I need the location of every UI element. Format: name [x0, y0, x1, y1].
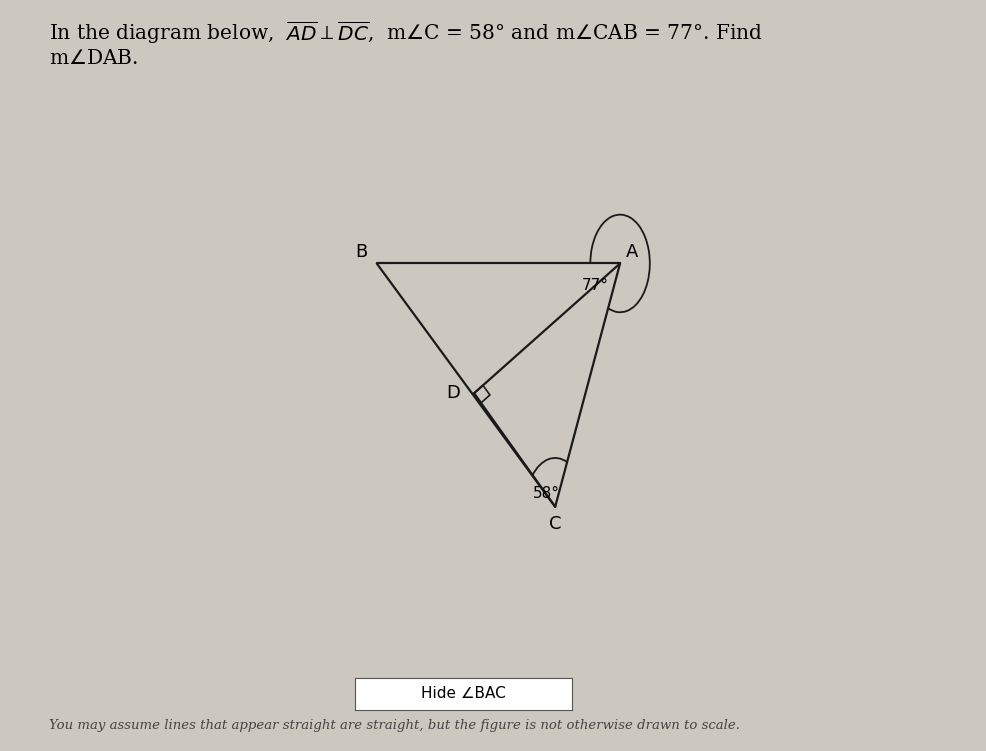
Text: 58°: 58° [532, 486, 559, 501]
Text: 77°: 77° [583, 278, 609, 293]
Text: B: B [356, 243, 368, 261]
Text: A: A [626, 243, 638, 261]
Text: In the diagram below,  $\overline{AD} \perp \overline{DC}$,  m$\angle$C = 58° an: In the diagram below, $\overline{AD} \pe… [49, 19, 763, 46]
Text: m$\angle$DAB.: m$\angle$DAB. [49, 49, 138, 68]
Text: C: C [549, 515, 561, 533]
Text: D: D [447, 385, 460, 403]
Text: You may assume lines that appear straight are straight, but the figure is not ot: You may assume lines that appear straigh… [49, 719, 740, 732]
Text: Hide ∠BAC: Hide ∠BAC [421, 686, 506, 701]
